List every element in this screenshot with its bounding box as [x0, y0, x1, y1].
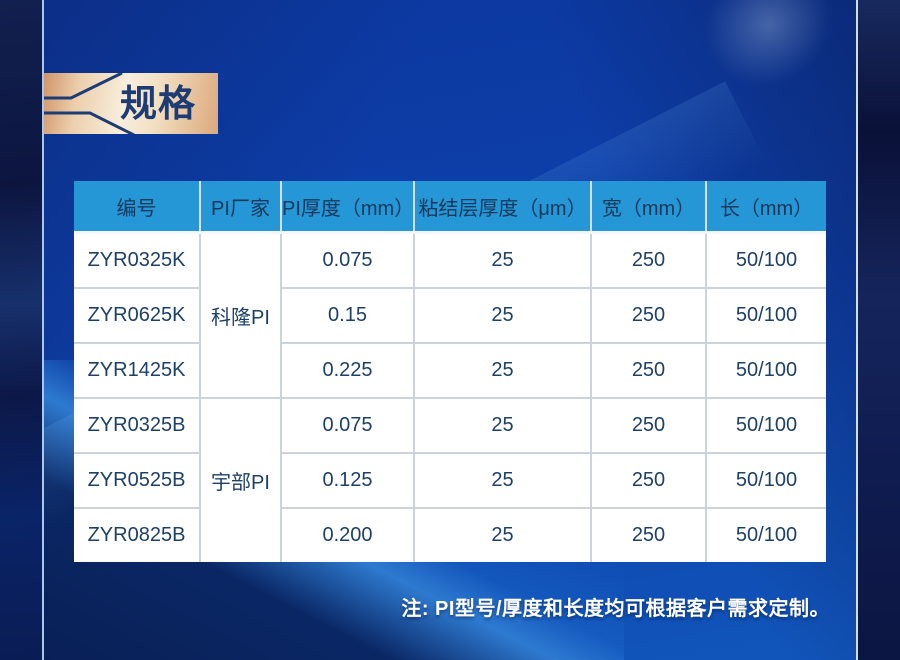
cell-pi-thickness: 0.15 — [280, 287, 415, 344]
cell-adhesive-thickness: 25 — [413, 397, 592, 454]
cell-code: ZYR0325K — [73, 231, 201, 289]
cell-length: 50/100 — [705, 287, 827, 344]
cell-adhesive-thickness: 25 — [413, 507, 592, 563]
col-header-width: 宽（mm） — [590, 180, 707, 234]
cell-pi-thickness: 0.200 — [280, 507, 415, 563]
cell-length: 50/100 — [705, 452, 827, 509]
cell-pi-thickness: 0.125 — [280, 452, 415, 509]
cell-length: 50/100 — [705, 507, 827, 563]
background-right-strip — [858, 0, 900, 660]
cell-width: 250 — [590, 507, 707, 563]
col-header-manufacturer: PI厂家 — [199, 180, 282, 234]
cell-manufacturer: 宇部PI — [199, 397, 282, 563]
cell-code: ZYR1425K — [73, 342, 201, 399]
table-row: ZYR1425K 0.225 25 250 50/100 — [73, 342, 827, 399]
section-title: 规格 — [120, 83, 196, 124]
cell-code: ZYR0825B — [73, 507, 201, 563]
spec-table: 编号 PI厂家 PI厚度（mm） 粘结层厚度（μm） 宽（mm） 长（mm） Z… — [73, 180, 827, 563]
table-row: ZYR0625K 0.15 25 250 50/100 — [73, 287, 827, 344]
cell-width: 250 — [590, 342, 707, 399]
table-row: ZYR0325K 科隆PI 0.075 25 250 50/100 — [73, 231, 827, 399]
col-header-code: 编号 — [73, 180, 201, 234]
col-header-length: 长（mm） — [705, 180, 827, 234]
cell-width: 250 — [590, 287, 707, 344]
table-row: ZYR0525B 0.125 25 250 50/100 — [73, 452, 827, 509]
header-row: 编号 PI厂家 PI厚度（mm） 粘结层厚度（μm） 宽（mm） 长（mm） — [73, 180, 827, 234]
col-header-pi-thickness: PI厚度（mm） — [280, 180, 415, 234]
cell-manufacturer: 科隆PI — [199, 231, 282, 399]
cell-width: 250 — [590, 452, 707, 509]
background-left-strip — [0, 0, 42, 660]
cell-code: ZYR0325B — [73, 397, 201, 454]
cell-width: 250 — [590, 231, 707, 289]
cell-adhesive-thickness: 25 — [413, 342, 592, 399]
section-title-badge: 规格 — [44, 73, 218, 134]
cell-pi-thickness: 0.075 — [280, 231, 415, 289]
cell-adhesive-thickness: 25 — [413, 452, 592, 509]
cell-width: 250 — [590, 397, 707, 454]
cell-pi-thickness: 0.075 — [280, 397, 415, 454]
cell-adhesive-thickness: 25 — [413, 287, 592, 344]
col-header-adhesive-thickness: 粘结层厚度（μm） — [413, 180, 592, 234]
cell-length: 50/100 — [705, 342, 827, 399]
cell-code: ZYR0525B — [73, 452, 201, 509]
footnote: 注: PI型号/厚度和长度均可根据客户需求定制。 — [401, 598, 830, 620]
table-row: ZYR0325B 宇部PI 0.075 25 250 50/100 — [73, 397, 827, 563]
cell-length: 50/100 — [705, 397, 827, 454]
circuit-lines-icon — [44, 73, 135, 134]
cell-length: 50/100 — [705, 231, 827, 289]
cell-code: ZYR0625K — [73, 287, 201, 344]
table-row: ZYR0825B 0.200 25 250 50/100 — [73, 507, 827, 563]
cell-pi-thickness: 0.225 — [280, 342, 415, 399]
cell-adhesive-thickness: 25 — [413, 231, 592, 289]
main-panel: 规格 编号 PI厂家 PI厚度（mm） 粘结层厚度（μm） 宽（mm） 长（mm… — [42, 0, 858, 660]
